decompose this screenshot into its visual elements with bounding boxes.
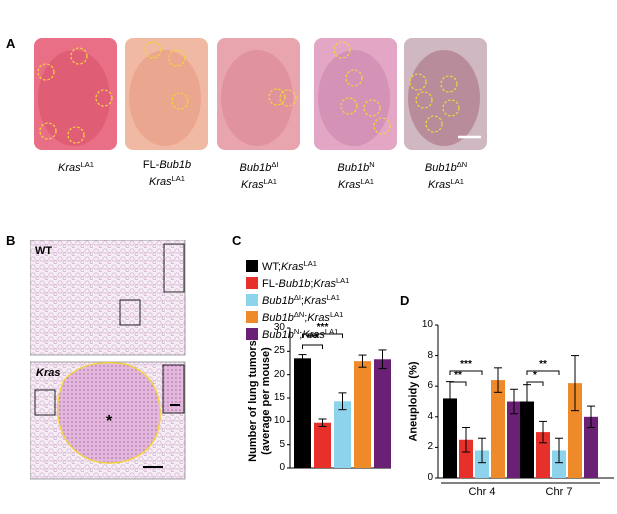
legend-label: Bub1bN;KrasLA1 xyxy=(262,327,339,341)
bar xyxy=(314,422,331,468)
tumor-circle xyxy=(345,69,363,87)
wt-histology-label: WT xyxy=(35,245,52,257)
tumor-circle xyxy=(425,115,443,133)
tumor-circle xyxy=(409,73,427,91)
legend-swatch xyxy=(246,311,258,323)
y-tick-label: 0 xyxy=(279,462,285,473)
significance-bracket xyxy=(526,381,544,386)
tumor-circle xyxy=(415,91,433,109)
significance-label: ** xyxy=(454,370,462,381)
y-axis-title: Aneuploidy (%) xyxy=(407,361,420,442)
bar xyxy=(354,361,371,468)
y-tick-label: 15 xyxy=(273,392,285,403)
panel-label-b: B xyxy=(6,233,16,248)
bar xyxy=(459,439,473,478)
chart-d: 0 2 4 6 8 10 Chr 4 ** *** Chr 7 * ** Aneuploidy (%) xyxy=(406,310,617,509)
bar xyxy=(584,416,598,478)
tumor-circle xyxy=(70,47,88,65)
y-tick-label: 4 xyxy=(427,410,433,422)
tumor-circle xyxy=(37,63,55,81)
bar xyxy=(568,383,582,478)
panel-label-c: C xyxy=(232,233,242,248)
tumor-circle xyxy=(373,117,391,135)
y-tick-label: 25 xyxy=(273,345,285,357)
tumor-circle xyxy=(39,122,57,140)
bar xyxy=(552,450,566,478)
bar xyxy=(520,401,534,478)
tumor-circle xyxy=(67,126,85,144)
lung-photo-2 xyxy=(125,38,208,150)
genotype-caption-5: Bub1bΔN KrasLA1 xyxy=(424,160,468,191)
bar xyxy=(374,359,391,468)
lung-photo-4 xyxy=(314,38,397,150)
bar xyxy=(475,450,489,478)
bar xyxy=(536,432,550,478)
genotype-caption-4: Bub1bN KrasLA1 xyxy=(337,160,375,191)
tumor-circle xyxy=(440,75,458,93)
panel-label-a: A xyxy=(6,36,16,51)
kras-histology-label: Kras xyxy=(36,367,60,379)
significance-label: ** xyxy=(539,359,547,370)
panel-label-d: D xyxy=(400,293,410,308)
legend-label: Bub1bΔN;KrasLA1 xyxy=(262,310,344,324)
legend-swatch xyxy=(246,294,258,306)
significance-bracket xyxy=(302,344,323,349)
y-axis-title-line1: Number of lung tumors xyxy=(247,340,259,462)
significance-label: * xyxy=(533,370,537,381)
y-tick-label: 6 xyxy=(427,380,433,392)
significance-label: *** xyxy=(306,333,319,344)
x-category-label: Chr 7 xyxy=(545,486,573,498)
legend-label: Bub1bΔI;KrasLA1 xyxy=(262,293,340,307)
tumor-circle xyxy=(268,88,286,106)
tumor-circle xyxy=(340,97,358,115)
y-tick-label: 2 xyxy=(427,441,433,453)
y-tick-label: 5 xyxy=(279,438,285,450)
y-tick-label: 8 xyxy=(427,349,433,361)
tumor-circle xyxy=(279,89,297,107)
legend-label: FL-Bub1b;KrasLA1 xyxy=(262,276,350,290)
kras-histology-image xyxy=(29,361,186,480)
legend-swatch xyxy=(246,260,258,272)
significance-label: *** xyxy=(316,322,329,333)
bar xyxy=(507,401,521,478)
bar xyxy=(294,358,311,468)
lung-photo-3 xyxy=(217,38,300,150)
y-tick-label: 10 xyxy=(273,415,285,427)
y-tick-label: 10 xyxy=(421,319,433,330)
y-tick-label: 30 xyxy=(273,322,285,333)
histology-panel: WT Kras * xyxy=(29,239,186,480)
tumor-circle xyxy=(363,99,381,117)
y-tick-label: 20 xyxy=(273,368,285,380)
tumor-circle xyxy=(168,49,186,67)
tumor-marker: * xyxy=(106,413,113,430)
tumor-circle xyxy=(95,89,113,107)
lung-photo-1 xyxy=(34,38,117,150)
legend-label: WT;KrasLA1 xyxy=(262,259,317,273)
x-category-label: Chr 4 xyxy=(468,486,496,498)
wt-histology-image xyxy=(29,239,186,356)
tumor-circle xyxy=(144,41,162,59)
genotype-caption-2: FL-Bub1b KrasLA1 xyxy=(142,159,192,188)
significance-bracket xyxy=(302,333,343,338)
significance-bracket xyxy=(449,381,467,386)
y-axis-title: Number of lung tumors (average per mouse) xyxy=(247,326,273,476)
bar xyxy=(491,380,505,478)
chart-c: 0 5 10 15 20 25 30 *** *** Number of lung tumors(… xyxy=(240,310,400,495)
tumor-circle xyxy=(171,92,189,110)
bar xyxy=(334,401,351,468)
significance-label: *** xyxy=(460,359,472,370)
y-tick-label: 0 xyxy=(427,472,433,483)
significance-bracket xyxy=(449,370,483,375)
tumor-circle xyxy=(442,99,460,117)
bar xyxy=(443,398,457,478)
y-axis-title-line2: (average per mouse) xyxy=(260,347,272,455)
significance-bracket xyxy=(526,370,560,375)
lung-photo-5 xyxy=(404,38,487,150)
legend-swatch xyxy=(246,328,258,340)
tumor-circle xyxy=(333,41,351,59)
genotype-caption-1: KrasLA1 xyxy=(58,160,94,174)
genotype-caption-3: Bub1bΔI KrasLA1 xyxy=(239,160,279,191)
legend-swatch xyxy=(246,277,258,289)
